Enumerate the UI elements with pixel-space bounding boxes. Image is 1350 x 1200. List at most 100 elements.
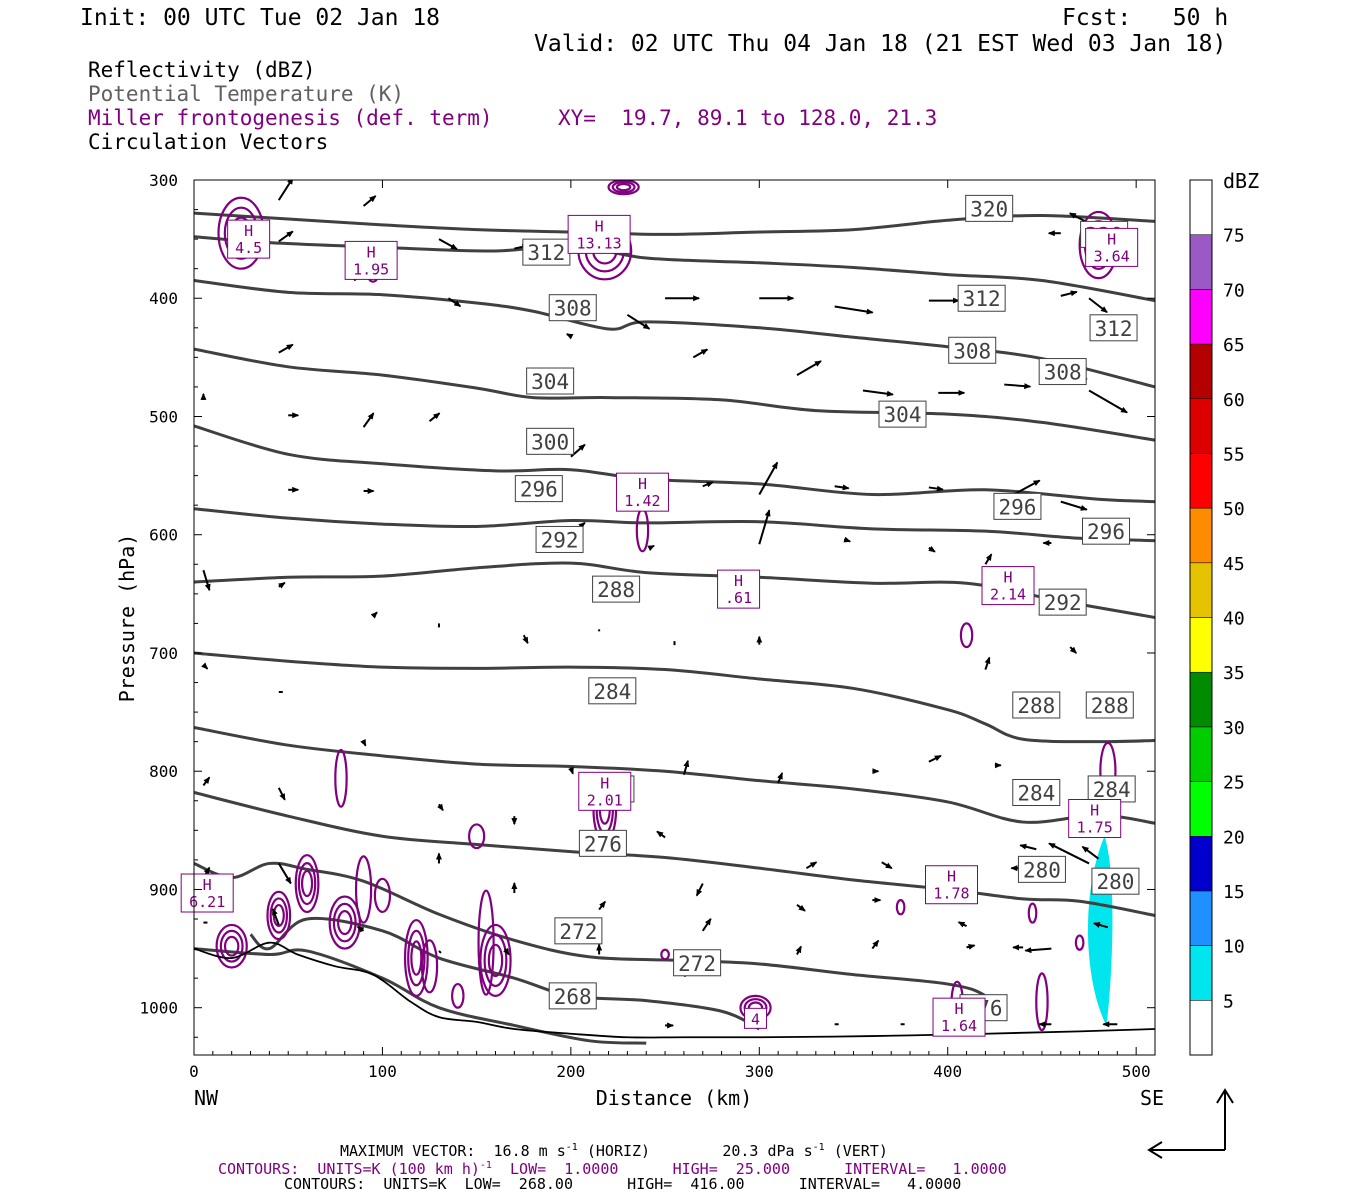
circulation-vector xyxy=(928,754,942,763)
colorbar-swatch xyxy=(1189,945,1213,1001)
theta-label-box xyxy=(993,492,1042,520)
frontogenesis-contour xyxy=(328,895,361,950)
circulation-vector xyxy=(370,611,378,619)
circulation-vector xyxy=(758,461,779,496)
colorbar-swatch xyxy=(1189,179,1213,235)
circulation-vector xyxy=(1019,843,1037,851)
circulation-vector xyxy=(356,926,365,933)
theta-label-box xyxy=(673,949,722,977)
frontogenesis-contour xyxy=(468,823,486,850)
theta-label-box xyxy=(535,525,584,553)
frontogenesis-max-label: H xyxy=(1004,569,1013,587)
frontogenesis-contour xyxy=(1027,902,1038,924)
theta-label-box xyxy=(1085,691,1134,719)
frontogenesis-max-box xyxy=(344,240,398,280)
colorbar-swatch xyxy=(1189,781,1213,837)
frontogenesis-max-value: 3.64 xyxy=(1094,247,1130,265)
circulation-vector xyxy=(984,656,991,670)
footer-contours-theta: CONTOURS: UNITS=K LOW= 268.00 HIGH= 416.… xyxy=(284,1175,962,1193)
frontogenesis-max-value: 4.5 xyxy=(235,239,262,257)
theta-label: 292 xyxy=(541,528,579,552)
frontogenesis-max-label: H xyxy=(600,774,609,792)
theta-label-box xyxy=(514,475,563,503)
frontogenesis-max-value: 1.78 xyxy=(933,885,969,903)
circulation-vector xyxy=(277,787,286,801)
circulation-vector xyxy=(692,348,709,359)
theta-label: 284 xyxy=(1017,782,1055,806)
frontogenesis-contour xyxy=(215,923,248,969)
colorbar-label: 65 xyxy=(1223,335,1245,356)
frontogenesis-contour xyxy=(266,890,292,941)
frontogenesis-max-label: H xyxy=(367,243,376,261)
frontogenesis-max-label: H xyxy=(595,217,604,235)
y-tick-label: 700 xyxy=(149,644,178,663)
circulation-vector xyxy=(278,581,286,589)
circulation-vector xyxy=(362,195,377,207)
frontogenesis-max-value: 1.95 xyxy=(353,260,389,278)
theta-label: 296 xyxy=(520,478,558,502)
circulation-vector xyxy=(202,569,211,592)
theta-label: 288 xyxy=(1017,694,1055,718)
frontogenesis-contour xyxy=(635,507,650,553)
theta-label: 284 xyxy=(593,680,631,704)
frontogenesis-contour xyxy=(660,948,670,961)
theta-label: 284 xyxy=(1093,778,1131,802)
theta-label: 268 xyxy=(554,985,592,1009)
circulation-vector xyxy=(503,947,510,956)
theta-contour-312 xyxy=(194,235,1155,303)
frontogenesis-max-value: 2.01 xyxy=(587,791,623,809)
circulation-vector xyxy=(834,484,850,491)
frontogenesis-contour xyxy=(403,919,429,997)
frontogenesis-contour xyxy=(483,933,508,988)
x-tick-label: 300 xyxy=(745,1062,774,1081)
theta-label-box xyxy=(1082,517,1131,545)
frontogenesis-max-box xyxy=(717,569,761,609)
circulation-vector xyxy=(438,238,458,250)
init-time: Init: 00 UTC Tue 02 Jan 18 xyxy=(80,5,441,31)
frontogenesis-contour xyxy=(297,862,317,906)
colorbar-label: 20 xyxy=(1223,827,1245,848)
circulation-vector xyxy=(438,950,442,954)
circulation-vector xyxy=(957,921,968,928)
y-tick-label: 1000 xyxy=(139,999,178,1018)
frontogenesis-max-box xyxy=(744,1007,768,1029)
theta-label-box xyxy=(1038,588,1087,616)
theta-contour-296 xyxy=(194,507,1155,543)
frontogenesis-max-box xyxy=(227,219,271,259)
colorbar-frame xyxy=(1189,179,1213,1056)
x-tick-label: 100 xyxy=(368,1062,397,1081)
theta-label: 292 xyxy=(1044,591,1082,615)
footer-max-vector: MAXIMUM VECTOR: 16.8 m s-1 (HORIZ) 20.3 … xyxy=(340,1142,888,1160)
colorbar-label: 45 xyxy=(1223,554,1245,575)
theta-label: 312 xyxy=(1095,317,1133,341)
theta-label-box xyxy=(1017,855,1066,883)
colorbar-label: 40 xyxy=(1223,609,1245,630)
frontogenesis-max-label: H xyxy=(947,868,956,886)
theta-label: 272 xyxy=(559,920,597,944)
frontogenesis-max-value: .61 xyxy=(725,589,752,607)
frontogenesis-max-box xyxy=(567,214,631,254)
colorbar-swatch xyxy=(1189,562,1213,618)
frontogenesis-max-value: 1.42 xyxy=(624,492,660,510)
circulation-vector xyxy=(862,389,894,397)
colorbar-label: 75 xyxy=(1223,226,1245,247)
circulation-vector xyxy=(201,662,209,670)
circulation-vector xyxy=(271,907,280,926)
frontogenesis-max-value: 6.21 xyxy=(189,893,225,911)
circulation-vector xyxy=(656,830,666,839)
theta-label: 300 xyxy=(531,430,569,454)
frontogenesis-max-value: 4 xyxy=(751,1010,760,1028)
circulation-vector xyxy=(928,545,936,553)
theta-label-box xyxy=(1012,779,1061,806)
circulation-vector xyxy=(522,634,529,645)
circulation-vector xyxy=(777,772,784,784)
theta-label: 308 xyxy=(953,339,991,363)
circulation-vector xyxy=(1088,297,1108,314)
frontogenesis-contour xyxy=(895,899,906,916)
circulation-vector xyxy=(278,230,294,243)
circulation-vector xyxy=(598,900,606,911)
circulation-vector xyxy=(360,738,367,747)
frontogenesis-contour xyxy=(615,182,632,192)
circulation-vector xyxy=(1088,389,1128,414)
theta-label-box xyxy=(526,367,575,395)
